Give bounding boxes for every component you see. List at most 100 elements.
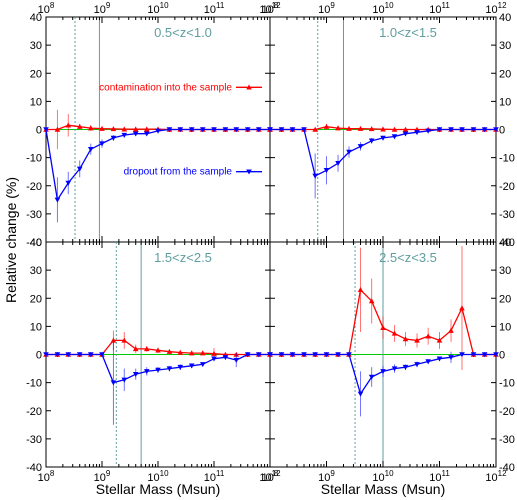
y-axis-title: Relative change (%) (3, 177, 19, 303)
data-point (166, 127, 173, 133)
data-point (481, 127, 488, 133)
panel-2: -40 -30 -20 -10 0 10 20 30 40 108 109 1010 1011 1012 1… (262, 1, 515, 249)
y-tick-label: 10 (30, 96, 42, 108)
data-point (267, 127, 273, 133)
data-point (414, 337, 420, 343)
data-point (132, 346, 139, 352)
data-point (493, 352, 499, 358)
data-point (99, 125, 105, 131)
x-tick-label: 1011 (429, 1, 450, 16)
x-tick-label: 1010 (372, 469, 394, 484)
data-point (425, 359, 431, 365)
y-tick-label: -10 (26, 153, 42, 165)
panel-4: -40 -30 -20 -10 0 10 20 30 40 108 109 1010 1011 1012 2… (262, 237, 515, 484)
x-tick-label: 1012 (485, 1, 507, 16)
x-tick-label: 109 (318, 1, 335, 16)
legend-label: dropout from the sample (124, 167, 233, 178)
data-point (233, 357, 240, 363)
data-point (143, 131, 150, 137)
x-tick-label: 108 (262, 1, 279, 16)
data-point (414, 362, 420, 368)
y-tick-label: 40 (499, 12, 511, 24)
panel-label: 0.5<z<1.0 (154, 25, 212, 40)
data-point (143, 369, 150, 375)
y-tick-label: 40 (30, 237, 42, 249)
data-point (211, 356, 217, 362)
data-point (166, 366, 173, 372)
legend-marker (246, 169, 252, 175)
y-tick-label: 0 (36, 125, 42, 137)
data-point (402, 336, 409, 342)
data-point (402, 126, 409, 132)
legend-marker (246, 84, 252, 90)
data-point (211, 350, 217, 356)
data-point (436, 356, 443, 362)
panels: -40 -30 -20 -10 0 10 20 30 40 108 109 1010 1011 1012 0… (26, 1, 515, 484)
data-point (54, 352, 61, 358)
y-tick-label: 0 (36, 350, 42, 362)
panel-label: 1.0<z<1.5 (379, 25, 437, 40)
data-point (188, 350, 195, 356)
legend-label: contamination into the sample (99, 82, 232, 93)
data-point (436, 337, 443, 343)
data-point (335, 125, 341, 131)
data-point (402, 131, 409, 137)
data-point (121, 126, 128, 132)
data-point (143, 346, 150, 352)
x-tick-label: 1011 (429, 469, 450, 484)
data-point (346, 352, 352, 358)
x-tick-label: 1010 (147, 1, 169, 16)
y-tick-label: -30 (499, 209, 515, 221)
y-tick-label: 20 (499, 68, 511, 80)
series-dropout (267, 127, 499, 199)
data-point (222, 355, 229, 361)
x-tick-label: 1011 (204, 469, 225, 484)
x-tick-label: 109 (94, 469, 111, 484)
data-point (357, 391, 364, 397)
data-point (76, 352, 83, 358)
x-axis-title-left: Stellar Mass (Msun) (96, 481, 220, 497)
x-tick-label: 1010 (147, 469, 169, 484)
x-tick-label: 108 (262, 469, 279, 484)
data-point (289, 127, 296, 133)
series-dropout (43, 340, 273, 425)
data-point (54, 126, 61, 132)
data-point (143, 126, 150, 132)
data-point (132, 371, 139, 377)
data-point (493, 127, 499, 133)
y-tick-label: 20 (499, 293, 511, 305)
data-point (368, 126, 375, 132)
data-point (199, 350, 206, 356)
y-tick-label: -20 (26, 406, 42, 418)
y-tick-label: -40 (499, 462, 515, 474)
data-point (87, 125, 94, 131)
x-tick-label: 1012 (259, 469, 281, 484)
series-dropout (267, 351, 499, 417)
y-tick-label: 10 (30, 321, 42, 333)
data-point (199, 127, 206, 133)
x-tick-label: 109 (318, 469, 335, 484)
data-point (289, 352, 296, 358)
x-axis-title-right: Stellar Mass (Msun) (321, 481, 445, 497)
y-tick-label: -40 (26, 462, 42, 474)
data-point (335, 352, 341, 358)
data-point (244, 352, 251, 358)
y-tick-label: -20 (26, 181, 42, 193)
y-tick-label: 0 (499, 125, 505, 137)
data-point (481, 352, 488, 358)
data-point (121, 337, 128, 343)
data-point (346, 125, 352, 131)
data-point (87, 352, 94, 358)
panel-label: 1.5<z<2.5 (154, 250, 212, 265)
data-point (166, 348, 173, 354)
y-tick-label: -40 (499, 237, 515, 249)
data-point (121, 132, 128, 138)
y-tick-label: 30 (499, 40, 511, 52)
data-point (357, 287, 364, 293)
data-point (301, 127, 307, 133)
data-point (54, 197, 61, 203)
data-point (233, 127, 240, 133)
data-point (312, 352, 318, 358)
